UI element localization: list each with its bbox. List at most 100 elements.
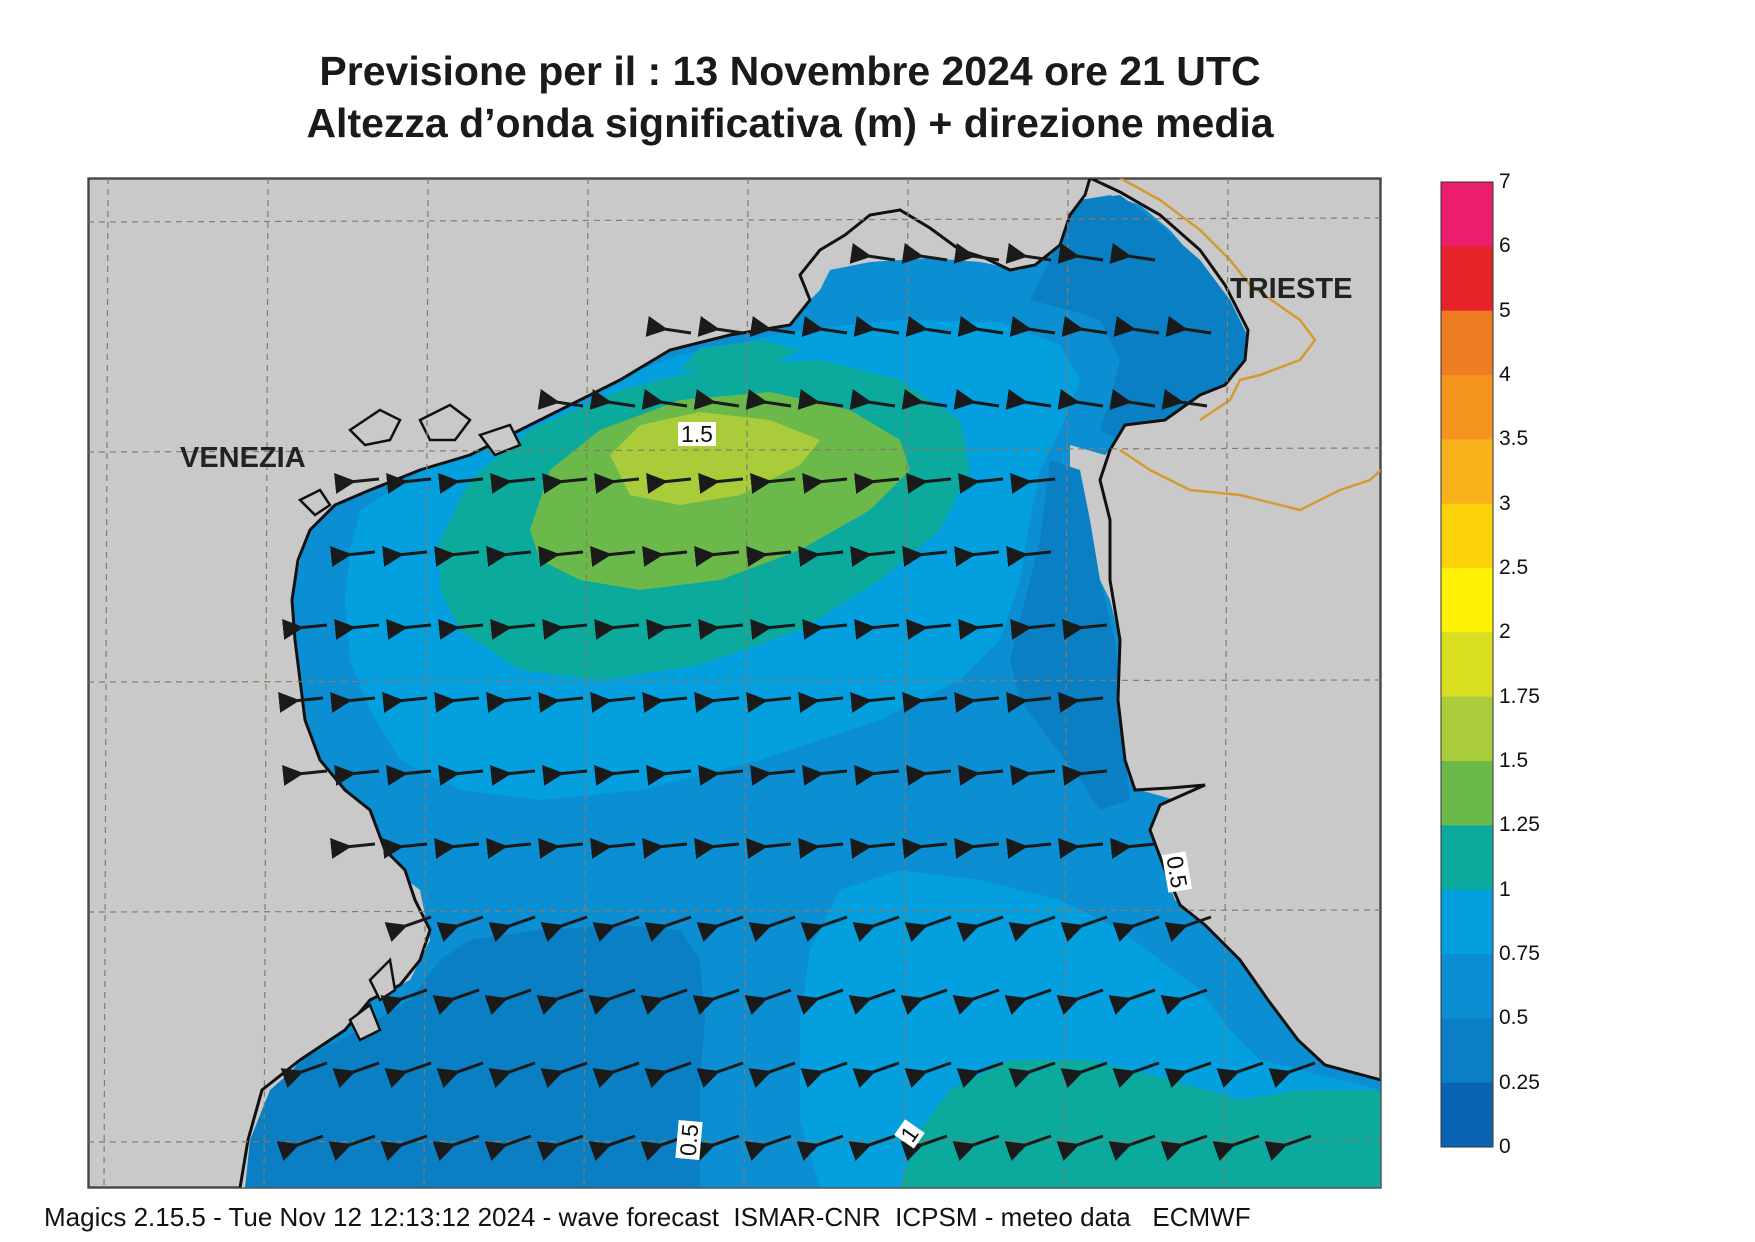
colorbar-label: 1.25 (1499, 813, 1540, 837)
colorbar-swatch (1441, 182, 1493, 247)
wave-direction-arrow (697, 316, 744, 337)
colorbar-label: 5 (1499, 298, 1511, 322)
wave-direction-arrow (696, 915, 744, 942)
wave-direction-arrow (484, 1134, 532, 1161)
lagoon-islands (297, 403, 522, 1042)
wave-direction-arrow (1004, 1134, 1052, 1161)
colorbar-label: 1 (1499, 877, 1511, 901)
wave-direction-arrow (750, 764, 796, 786)
wave-direction-arrow (1010, 618, 1056, 640)
wave-direction-arrow (486, 837, 532, 859)
colorbar-swatch (1441, 503, 1493, 569)
wave-direction-arrow (694, 837, 740, 859)
wave-direction-arrow (848, 1134, 896, 1161)
wave-direction-arrow (853, 316, 900, 337)
map-area (88, 178, 1381, 1188)
wave-direction-arrow (849, 243, 896, 264)
wave-direction-arrow (1110, 837, 1156, 859)
wave-direction-arrow (1112, 1061, 1160, 1088)
wave-direction-arrow (849, 389, 896, 410)
wave-direction-arrow (332, 1061, 380, 1088)
wave-direction-arrow (488, 1061, 536, 1088)
wave-direction-arrow (1005, 243, 1052, 264)
wave-direction-arrow (386, 618, 432, 640)
wave-direction-arrow (334, 472, 380, 494)
city-label-trieste: TRIESTE (1230, 273, 1353, 305)
wave-direction-arrow (384, 915, 432, 942)
wave-direction-arrow (952, 1134, 1000, 1161)
wave-direction-arrow (748, 915, 796, 942)
wave-direction-arrow (956, 1061, 1004, 1088)
wave-direction-arrow (802, 618, 848, 640)
wave-direction-arrow (646, 764, 692, 786)
national-border (1119, 178, 1381, 512)
wave-direction-arrow (594, 472, 640, 494)
wave-direction-arrow (854, 472, 900, 494)
wave-direction-arrow (957, 316, 1004, 337)
wave-direction-arrow (644, 1061, 692, 1088)
wave-direction-arrow (434, 837, 480, 859)
wave-direction-arrow (904, 915, 952, 942)
wave-direction-arrow (902, 545, 948, 567)
contour-label: 1.5 (678, 422, 716, 446)
chart-subtitle: Altezza d’onda significativa (m) + direz… (306, 100, 1274, 146)
wave-direction-arrow (592, 915, 640, 942)
wave-direction-arrow (958, 764, 1004, 786)
wave-direction-arrow (438, 472, 484, 494)
wave-direction-arrow (536, 988, 584, 1015)
wave-direction-arrow (490, 618, 536, 640)
wave-direction-arrow (276, 1134, 324, 1161)
colorbar-label: 0.25 (1499, 1070, 1540, 1094)
wave-direction-arrow (486, 691, 532, 713)
contour-0.25-0.5-south (245, 925, 705, 1188)
colorbar-label: 1.5 (1499, 749, 1529, 772)
wave-direction-arrow (330, 691, 376, 713)
wave-direction-arrow (746, 837, 792, 859)
wave-direction-arrow (694, 691, 740, 713)
wave-direction-arrow (692, 1134, 740, 1161)
wave-direction-arrow (1264, 1134, 1312, 1161)
wave-direction-arrow (848, 988, 896, 1015)
wave-direction-arrow (484, 988, 532, 1015)
colorbar-label: 3 (1499, 491, 1511, 515)
wave-direction-arrow (852, 915, 900, 942)
wave-direction-arrow (486, 545, 532, 567)
colorbar-swatch (1441, 375, 1493, 440)
wave-direction-arrow (434, 691, 480, 713)
wave-direction-arrow (594, 764, 640, 786)
wave-direction-arrow (746, 691, 792, 713)
wave-direction-arrow (1061, 316, 1108, 337)
wave-direction-arrow (382, 691, 428, 713)
wave-direction-arrow (904, 1061, 952, 1088)
wave-direction-arrow (1216, 1061, 1264, 1088)
wave-direction-arrow (696, 1061, 744, 1088)
colorbar (1440, 181, 1494, 1148)
wave-direction-arrow (746, 545, 792, 567)
colorbar-swatch (1441, 954, 1493, 1019)
wave-direction-arrow (436, 1061, 484, 1088)
wave-direction-arrow (432, 988, 480, 1015)
wave-direction-arrow (592, 1061, 640, 1088)
colorbar-swatch (1441, 696, 1493, 762)
wave-direction-arrow (693, 389, 740, 410)
contour-label: 0.5 (675, 1120, 703, 1160)
contour-label: 0.5 (1161, 851, 1193, 893)
wave-direction-arrow (906, 618, 952, 640)
wave-direction-arrow (542, 472, 588, 494)
wave-direction-arrow (542, 764, 588, 786)
wave-direction-arrow (749, 316, 796, 337)
colorbar-swatch (1441, 246, 1493, 312)
wave-direction-arrow (1060, 1061, 1108, 1088)
wave-direction-arrow (334, 764, 380, 786)
wave-direction-arrow (280, 1061, 328, 1088)
wave-direction-arrow (646, 472, 692, 494)
colorbar-label: 3.5 (1499, 427, 1529, 451)
wave-direction-arrow (698, 618, 744, 640)
colorbar-label: 0.75 (1499, 942, 1540, 965)
wave-direction-arrow (334, 618, 380, 640)
colorbar-frame (1440, 181, 1494, 1148)
wave-direction-arrow (588, 988, 636, 1015)
wave-direction-arrow (590, 837, 636, 859)
colorbar-swatch (1441, 310, 1493, 376)
